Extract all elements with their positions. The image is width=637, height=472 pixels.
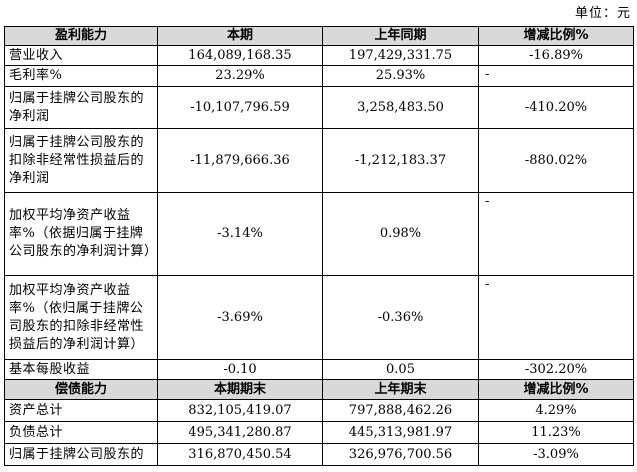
table-row: 负债总计 495,341,280.87 445,313,981.97 11.23… [4,421,634,444]
solvency-header-row: 偿债能力 本期期末 上年期末 增减比例% [4,379,634,400]
table-row: 归属于挂牌公司股东的 316,870,450.54 326,976,700.56… [4,443,634,466]
row-label: 资产总计 [4,399,158,422]
current-value: 832,105,419.07 [157,399,323,422]
current-value: -10,107,796.59 [157,86,323,129]
current-value: -11,879,666.36 [157,128,323,193]
row-label: 基本每股收益 [4,359,158,380]
prior-value: 25.93% [322,65,479,87]
change-value: -3.09% [478,443,634,466]
change-value: -16.89% [478,45,634,66]
financial-indicators-table: 盈利能力 本期 上年同期 增减比例% 营业收入 164,089,168.35 1… [4,26,634,466]
prior-value: -0.36% [322,275,479,360]
current-value: 316,870,450.54 [157,443,323,466]
table-row: 资产总计 832,105,419.07 797,888,462.26 4.29% [4,399,634,422]
prior-value: 0.98% [322,192,479,276]
row-label: 负债总计 [4,421,158,444]
table-row: 毛利率% 23.29% 25.93% - [4,65,634,87]
prior-value: 445,313,981.97 [322,421,479,444]
row-label: 加权平均净资产收益率%（依归属于挂牌公司股东的扣除非经常性损益后的净利润计算） [4,275,158,360]
current-value: 164,089,168.35 [157,45,323,66]
row-label: 加权平均净资产收益率%（依据归属于挂牌公司股东的净利润计算） [4,192,158,276]
table-row: 归属于挂牌公司股东的扣除非经常性损益后的净利润 -11,879,666.36 -… [4,128,634,193]
solvency-header-current: 本期期末 [157,379,323,400]
change-value: - [478,192,634,276]
change-value: -302.20% [478,359,634,380]
solvency-header-category: 偿债能力 [4,379,158,400]
current-value: -0.10 [157,359,323,380]
profit-header-change: 增减比例% [478,26,634,46]
current-value: 495,341,280.87 [157,421,323,444]
change-value: - [478,65,634,87]
prior-value: 326,976,700.56 [322,443,479,466]
prior-value: 0.05 [322,359,479,380]
current-value: -3.69% [157,275,323,360]
row-label: 营业收入 [4,45,158,66]
change-value: -880.02% [478,128,634,193]
prior-value: 797,888,462.26 [322,399,479,422]
change-value: 11.23% [478,421,634,444]
table-row: 归属于挂牌公司股东的净利润 -10,107,796.59 3,258,483.5… [4,86,634,129]
row-label: 毛利率% [4,65,158,87]
profit-header-category: 盈利能力 [4,26,158,46]
row-label: 归属于挂牌公司股东的净利润 [4,86,158,129]
prior-value: 3,258,483.50 [322,86,479,129]
profit-header-current: 本期 [157,26,323,46]
solvency-header-prior: 上年期末 [322,379,479,400]
prior-value: -1,212,183.37 [322,128,479,193]
current-value: -3.14% [157,192,323,276]
table-row: 营业收入 164,089,168.35 197,429,331.75 -16.8… [4,45,634,66]
prior-value: 197,429,331.75 [322,45,479,66]
row-label: 归属于挂牌公司股东的扣除非经常性损益后的净利润 [4,128,158,193]
solvency-header-change: 增减比例% [478,379,634,400]
current-value: 23.29% [157,65,323,87]
table-row: 加权平均净资产收益率%（依归属于挂牌公司股东的扣除非经常性损益后的净利润计算） … [4,275,634,360]
change-value: 4.29% [478,399,634,422]
unit-label: 单位：元 [574,6,631,21]
table-row: 加权平均净资产收益率%（依据归属于挂牌公司股东的净利润计算） -3.14% 0.… [4,192,634,276]
row-label: 归属于挂牌公司股东的 [4,443,158,466]
change-value: -410.20% [478,86,634,129]
profit-header-row: 盈利能力 本期 上年同期 增减比例% [4,26,634,46]
change-value: - [478,275,634,360]
profit-header-prior: 上年同期 [322,26,479,46]
table-row: 基本每股收益 -0.10 0.05 -302.20% [4,359,634,380]
